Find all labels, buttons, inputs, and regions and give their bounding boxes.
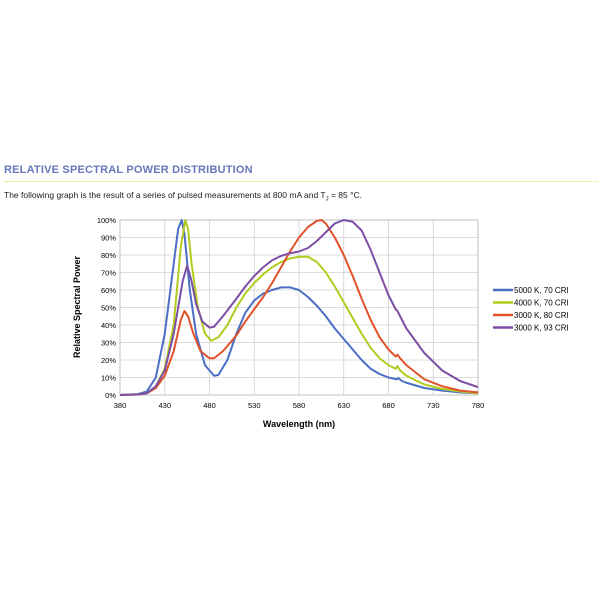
y-tick-label: 0% [105, 391, 116, 400]
y-tick-label: 40% [101, 321, 116, 330]
legend-label: 3000 K, 93 CRI [514, 324, 569, 333]
y-tick-label: 70% [101, 269, 116, 278]
section-heading: RELATIVE SPECTRAL POWER DISTRIBUTION [4, 164, 253, 176]
plot-area [119, 219, 479, 396]
x-tick-label: 630 [337, 401, 350, 410]
x-tick-label: 530 [248, 401, 261, 410]
y-tick-label: 50% [101, 304, 116, 313]
series-line-1 [119, 219, 479, 396]
heading-divider [4, 181, 598, 182]
intro-subscript: J [325, 196, 329, 203]
x-tick-label: 730 [427, 401, 440, 410]
intro-after: = 85 °C. [328, 190, 363, 200]
x-tick-label: 380 [114, 401, 127, 410]
series-line-0 [119, 219, 479, 396]
series-line-2 [119, 219, 479, 396]
series-line-3 [119, 219, 479, 396]
x-tick-label: 780 [472, 401, 485, 410]
intro-text: The following graph is the result of a s… [4, 190, 362, 203]
legend-label: 5000 K, 70 CRI [514, 286, 569, 295]
y-axis-label: Relative Spectral Power [72, 255, 82, 358]
x-tick-label: 480 [203, 401, 216, 410]
legend-label: 3000 K, 80 CRI [514, 311, 569, 320]
y-tick-label: 30% [101, 339, 116, 348]
y-tick-label: 100% [97, 216, 117, 225]
x-tick-label: 580 [293, 401, 306, 410]
y-tick-label: 80% [101, 251, 116, 260]
legend-label: 4000 K, 70 CRI [514, 299, 569, 308]
x-tick-label: 430 [158, 401, 171, 410]
y-tick-label: 60% [101, 286, 116, 295]
x-axis-label: Wavelength (nm) [263, 419, 335, 429]
y-tick-label: 20% [101, 356, 116, 365]
x-tick-label: 680 [382, 401, 395, 410]
intro-before: The following graph is the result of a s… [4, 190, 326, 200]
y-tick-label: 90% [101, 234, 116, 243]
y-tick-label: 10% [101, 374, 116, 383]
